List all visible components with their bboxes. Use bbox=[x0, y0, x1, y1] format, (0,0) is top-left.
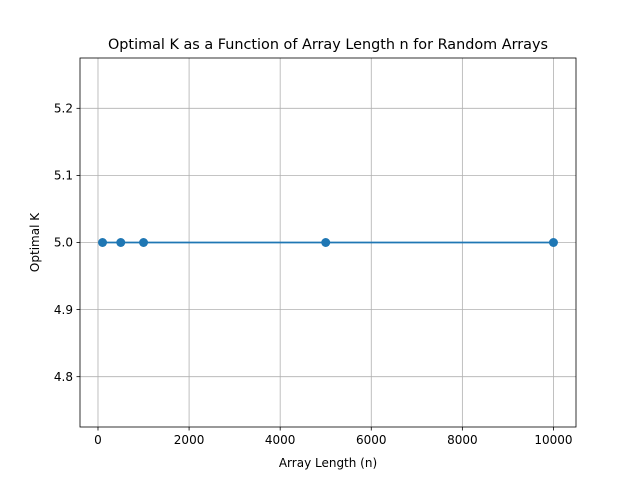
y-axis-label: Optimal K bbox=[28, 212, 42, 272]
y-tick-label: 4.8 bbox=[54, 370, 73, 384]
y-tick-label: 5.1 bbox=[54, 169, 73, 183]
y-tick-label: 5.2 bbox=[54, 102, 73, 116]
axis-ticks: 0 2000 4000 6000 8000 10000 4.8 4.9 5.0 5.1 5.2 bbox=[54, 102, 573, 447]
data-series bbox=[98, 238, 558, 247]
data-point bbox=[116, 238, 126, 247]
y-tick-label: 5.0 bbox=[54, 236, 73, 250]
x-tick-label: 2000 bbox=[174, 433, 205, 447]
x-axis-label: Array Length (n) bbox=[279, 456, 377, 470]
chart-title: Optimal K as a Function of Array Length … bbox=[108, 37, 548, 53]
x-tick-label: 0 bbox=[94, 433, 102, 447]
x-tick-label: 8000 bbox=[447, 433, 478, 447]
plot-frame bbox=[79, 57, 577, 428]
data-point bbox=[321, 238, 331, 247]
data-point bbox=[548, 238, 558, 247]
data-point bbox=[98, 238, 108, 247]
data-point bbox=[139, 238, 149, 247]
x-tick-label: 4000 bbox=[265, 433, 296, 447]
x-tick-label: 6000 bbox=[356, 433, 387, 447]
y-tick-label: 4.9 bbox=[54, 303, 73, 317]
x-tick-label: 10000 bbox=[534, 433, 572, 447]
